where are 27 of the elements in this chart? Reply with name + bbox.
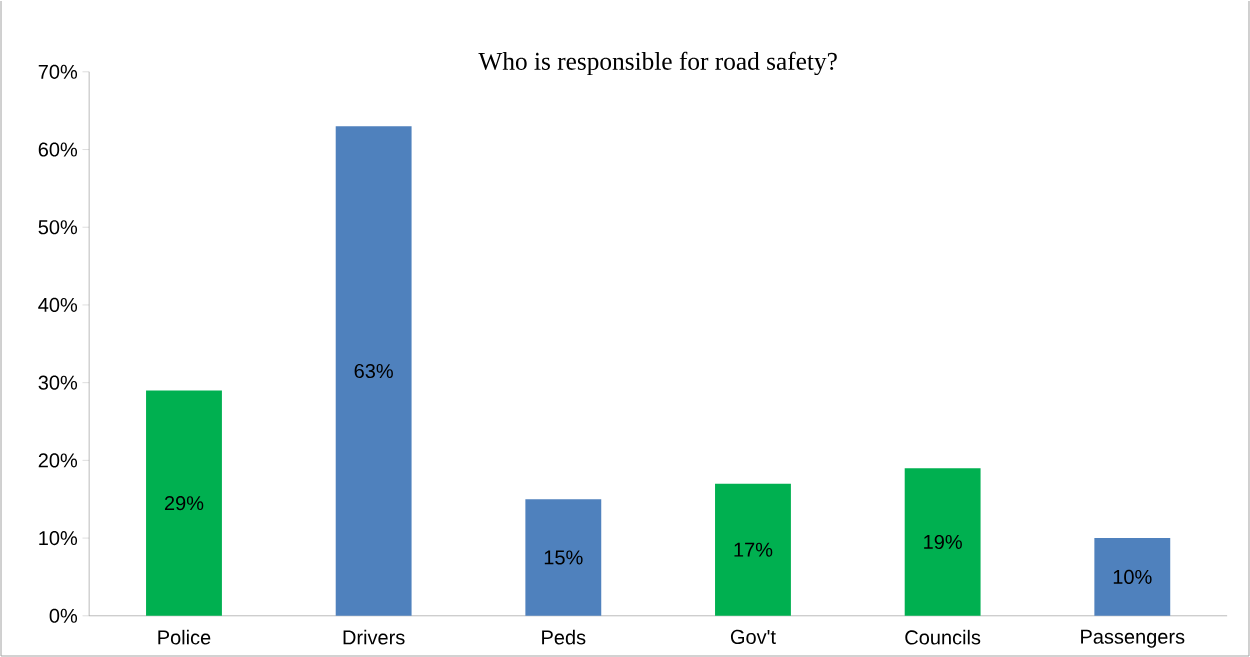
- x-tick-label: Drivers: [343, 629, 405, 645]
- y-tick-label: 0%: [49, 608, 78, 623]
- x-tick-label: Peds: [542, 629, 586, 645]
- data-label: 17%: [734, 542, 773, 557]
- x-tick-label: Passengers: [1081, 629, 1185, 648]
- y-tick-label: 40%: [38, 297, 78, 313]
- x-tick-label: Gov't: [730, 629, 776, 644]
- bar: [146, 390, 222, 616]
- x-tick-label: Councils: [905, 629, 981, 645]
- data-label: 29%: [164, 496, 204, 511]
- bar: [335, 126, 412, 616]
- bar: [715, 483, 791, 616]
- y-tick-label: 30%: [38, 375, 78, 390]
- bar: [525, 499, 602, 616]
- y-tick-label: 50%: [38, 220, 78, 235]
- chart-title: Who is responsible for road safety?: [478, 51, 837, 76]
- x-tick-label: Police: [158, 629, 211, 645]
- bar: [1094, 538, 1171, 616]
- data-label: 10%: [1113, 569, 1152, 585]
- y-tick-label: 10%: [39, 531, 78, 546]
- data-label: 63%: [354, 363, 393, 379]
- data-label: 19%: [924, 534, 962, 550]
- bar: [904, 468, 981, 616]
- y-tick-label: 70%: [38, 64, 78, 79]
- y-tick-label: 20%: [38, 453, 78, 468]
- y-tick-label: 60%: [38, 142, 78, 157]
- data-label: 15%: [544, 550, 583, 565]
